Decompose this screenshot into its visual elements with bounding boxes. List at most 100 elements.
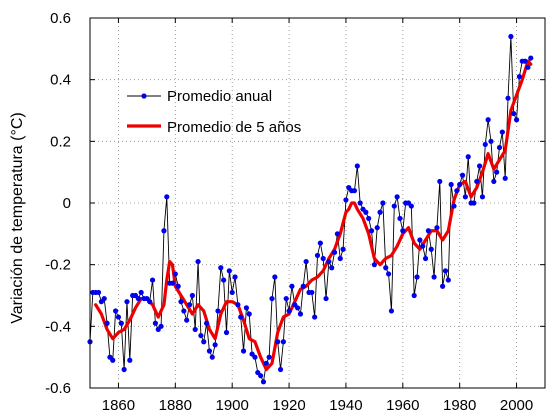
annual-point <box>494 169 500 175</box>
annual-point <box>420 243 426 249</box>
annual-point <box>511 110 517 117</box>
annual-point <box>371 262 377 268</box>
annual-point <box>178 299 184 305</box>
annual-point <box>513 117 520 123</box>
y-tick-label: -0.6 <box>45 380 71 397</box>
annual-point <box>380 200 386 206</box>
annual-point <box>400 228 406 234</box>
annual-point <box>408 203 414 209</box>
annual-point <box>238 314 244 320</box>
series-layer <box>87 33 534 385</box>
tick-labels: 1860 1880 1900 1920 1940 1960 1980 2000 -0.6 -0.4… <box>45 10 533 414</box>
annual-point <box>422 255 429 262</box>
annual-point <box>516 73 523 80</box>
annual-point <box>357 200 363 206</box>
annual-point <box>445 277 451 283</box>
annual-point <box>479 194 486 200</box>
annual-point <box>437 178 443 185</box>
x-tick-label: 1940 <box>329 397 362 414</box>
annual-point <box>374 225 380 231</box>
annual-point <box>442 268 449 274</box>
annual-point <box>275 339 281 345</box>
annual-point <box>459 172 466 178</box>
annual-point <box>465 154 471 160</box>
annual-point <box>277 366 284 373</box>
annual-point <box>243 305 250 311</box>
annual-point <box>499 129 505 135</box>
annual-point <box>508 33 514 40</box>
annual-point <box>195 258 201 265</box>
annual-point <box>172 271 178 277</box>
annual-point <box>189 292 195 299</box>
annual-point <box>110 357 116 363</box>
annual-point <box>95 289 102 296</box>
annual-point <box>485 117 491 123</box>
y-tick-label: 0.4 <box>50 72 71 89</box>
annual-point <box>289 283 295 289</box>
ticks <box>90 17 545 389</box>
annual-point <box>280 339 286 345</box>
x-tick-label: 1920 <box>272 397 305 414</box>
annual-point <box>317 240 323 246</box>
annual-point <box>161 228 167 234</box>
annual-point <box>331 249 338 255</box>
annual-point <box>377 209 383 215</box>
annual-point <box>203 320 210 326</box>
x-tick-label: 2000 <box>500 397 533 414</box>
y-axis-title: Variación de temperatura (°C) <box>9 112 26 324</box>
annual-point <box>491 178 497 185</box>
y-tick-label: -0.4 <box>45 318 71 335</box>
y-tick-label: 0 <box>63 195 71 212</box>
annual-point <box>309 289 315 296</box>
annual-point <box>221 277 227 283</box>
annual-point <box>323 295 329 302</box>
y-tick-label: 0.6 <box>50 10 71 27</box>
annual-point <box>240 348 247 354</box>
annual-point <box>488 138 494 144</box>
annual-point <box>428 246 434 252</box>
annual-point <box>215 308 221 314</box>
annual-point <box>417 237 423 243</box>
annual-point <box>502 175 508 181</box>
x-tick-label: 1900 <box>216 397 249 414</box>
annual-point <box>235 302 241 308</box>
annual-point <box>337 255 343 262</box>
annual-point <box>232 274 238 280</box>
annual-point <box>397 215 403 222</box>
annual-point <box>101 295 107 302</box>
annual-point <box>175 283 181 289</box>
annual-point <box>272 274 278 280</box>
annual-point <box>394 194 400 200</box>
annual-point <box>351 188 358 194</box>
annual-point <box>411 292 417 299</box>
annual-point <box>383 265 389 271</box>
annual-point <box>246 311 252 317</box>
annual-point <box>326 258 332 265</box>
annual-point <box>147 299 153 305</box>
annual-point <box>266 354 272 360</box>
annual-point <box>525 64 531 70</box>
annual-point <box>286 308 292 314</box>
annual-point <box>135 295 141 302</box>
x-tick-label: 1880 <box>159 397 192 414</box>
annual-point <box>138 289 144 296</box>
annual-point <box>505 95 511 101</box>
annual-point <box>451 203 457 209</box>
annual-point <box>181 308 187 314</box>
annual-point <box>294 305 301 311</box>
annual-point <box>152 320 159 326</box>
annual-point <box>158 323 164 329</box>
annual-point <box>334 231 341 237</box>
annual-point <box>258 373 264 379</box>
legend: Promedio anual Promedio de 5 años <box>127 88 301 136</box>
annual-point <box>115 314 122 320</box>
annual-point <box>149 277 156 283</box>
annual-point <box>476 163 483 169</box>
annual-point <box>198 332 204 339</box>
annual-point <box>104 320 110 326</box>
annual-point <box>448 181 454 188</box>
annual-point <box>462 194 468 200</box>
annual-point <box>522 58 528 64</box>
annual-point <box>474 178 480 185</box>
